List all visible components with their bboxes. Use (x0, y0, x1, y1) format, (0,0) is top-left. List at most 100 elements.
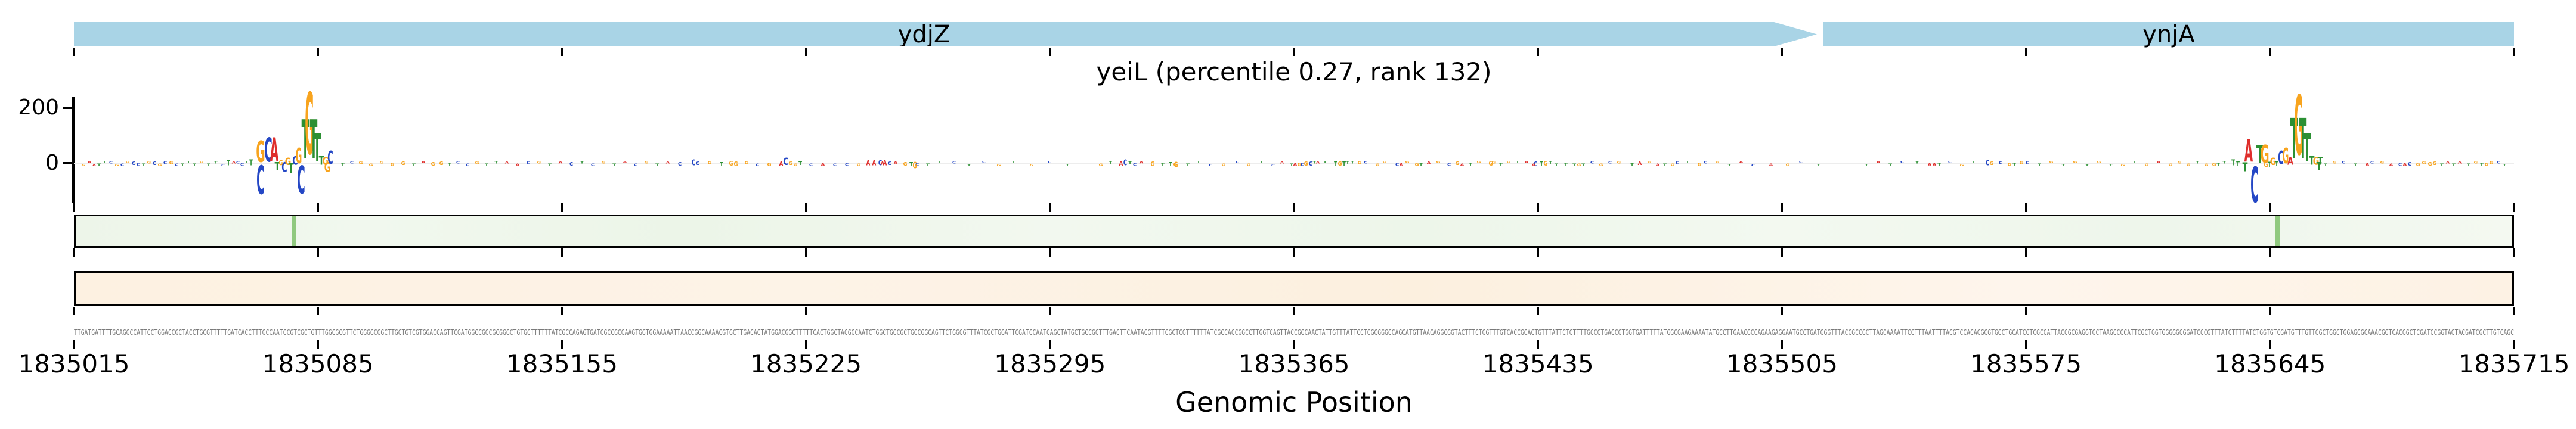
tick-row2-1835645 (2269, 248, 2271, 257)
logo-letter-T: T (142, 163, 145, 167)
tick-row2-1835015 (73, 248, 75, 257)
logo-letter-A: A (779, 160, 784, 167)
logo-letter-T: T (2303, 125, 2311, 170)
tick-row0-1835225 (804, 48, 807, 56)
tick-row3-1835365 (1293, 307, 1295, 315)
logo-letter-C: C (1447, 161, 1451, 167)
logo-letter-G: G (2422, 160, 2426, 166)
logo-letter-G: G (256, 134, 265, 170)
logo-letter-T: T (1109, 160, 1112, 166)
logo-letter-T: T (2061, 163, 2065, 167)
logo-letter-G: G (2416, 161, 2420, 167)
logo-letter-G: G (1375, 163, 1380, 167)
logo-letter-T: T (1186, 163, 1190, 167)
logo-letter-G: G (2270, 156, 2277, 168)
logo-letter-T: T (2196, 160, 2199, 164)
logo-letter-T: T (207, 163, 210, 167)
logo-letter-C: C (109, 160, 113, 164)
logo-letter-A: A (92, 163, 97, 167)
logo-letter-G: G (2260, 139, 2270, 169)
tick-row1-1835505 (1781, 203, 1784, 212)
logo-letter-C: C (1900, 160, 1905, 164)
logo-letter-C: C (136, 161, 141, 167)
tick-row3-1835575 (2024, 307, 2027, 315)
logo-letter-C: C (844, 161, 849, 167)
logo-letter-C: C (240, 161, 244, 167)
tick-row1-1835575 (2024, 203, 2027, 212)
logo-letter-C: C (1751, 163, 1755, 167)
logo-letter-G: G (169, 160, 174, 166)
logo-letter-C: C (1985, 158, 1990, 167)
logo-letter-C: C (1123, 157, 1128, 167)
logo-letter-C: C (1533, 160, 1538, 168)
logo-letter-T: T (448, 161, 451, 167)
tick-row0-1835715 (2513, 48, 2515, 56)
logo-letter-C: C (1590, 160, 1594, 164)
logo-letter-A: A (1876, 160, 1881, 164)
tick-row1-1835295 (1049, 203, 1051, 212)
logo-letter-G: G (1382, 160, 1387, 164)
tick-row2-1835575 (2024, 248, 2027, 257)
gene-label-ynjA: ynjA (2142, 20, 2195, 48)
logo-letter-C: C (952, 160, 956, 164)
logo-letter-T: T (244, 160, 248, 164)
logo-letter-C: C (783, 156, 789, 168)
tick-row3-1835645 (2269, 307, 2271, 315)
tick-row4-1835225 (804, 340, 807, 349)
x-tick-label-1835365: 1835365 (1238, 349, 1350, 378)
logo-letter-T: T (1888, 163, 1892, 167)
logo-letter-T: T (318, 153, 324, 168)
logo-letter-T: T (214, 160, 218, 164)
tick-row2-1835155 (561, 248, 564, 257)
logo-letter-C: C (526, 160, 531, 166)
logo-letter-C: C (633, 163, 638, 167)
logo-letter-G: G (1989, 160, 1994, 166)
logo-letter-G: G (2432, 160, 2437, 166)
logo-letter-T: T (2316, 160, 2322, 173)
logo-letter-A: A (1655, 163, 1660, 167)
logo-letter-C: C (1948, 160, 1952, 164)
tick-row1-1835365 (1293, 203, 1295, 212)
logo-letter-C: C (163, 160, 168, 166)
logo-letter-G: G (601, 160, 606, 164)
y-axis-spine (72, 97, 75, 203)
tick-row0-1835085 (317, 48, 319, 56)
logo-letter-T: T (938, 160, 942, 164)
logo-letter-C: C (131, 160, 136, 166)
logo-letter-G: G (1297, 161, 1302, 167)
tick-row3-1835505 (1781, 307, 1784, 315)
logo-letter-G: G (1357, 160, 1362, 166)
dna-sequence-text: TTGATGATTTTGCAGGCCATTGCTGGACCGCTACCTGCGT… (74, 328, 2514, 337)
logo-letter-T: T (2299, 105, 2307, 172)
logo-letter-T: T (655, 163, 659, 167)
logo-letter-C: C (1608, 160, 1612, 164)
logo-letter-A: A (2389, 163, 2394, 167)
logo-letter-T: T (1312, 160, 1316, 164)
logo-letter-T: T (1351, 160, 1354, 164)
logo-letter-G: G (324, 159, 331, 175)
x-tick-label-1835715: 1835715 (2458, 349, 2570, 378)
logo-letter-G: G (114, 163, 119, 167)
logo-letter-G: G (81, 163, 86, 167)
logo-letter-A: A (515, 163, 520, 167)
tick-row0-1835575 (2024, 48, 2027, 56)
logo-letter-G: G (295, 143, 302, 169)
y-tick-label-200: 200 (18, 95, 59, 120)
logo-letter-T: T (2354, 163, 2357, 167)
gene-ydjZ: ydjZ (74, 22, 1817, 46)
logo-letter-G: G (369, 163, 373, 167)
logo-letter-A: A (821, 161, 825, 167)
logo-letter-C: C (887, 160, 892, 166)
logo-letter-A: A (2287, 154, 2293, 168)
logo-letter-G: G (1785, 163, 1790, 167)
logo-letter-T: T (341, 161, 345, 167)
logo-letter-G: G (996, 163, 1001, 167)
logo-letter-C: C (569, 161, 574, 167)
logo-letter-A: A (1524, 160, 1529, 164)
logo-letter-C: C (1675, 160, 1680, 166)
logo-letter-C: C (691, 157, 696, 167)
logo-letter-T: T (2109, 163, 2113, 167)
logo-letter-T: T (1817, 163, 1820, 167)
tick-row1-1835085 (317, 203, 319, 212)
logo-letter-T: T (1197, 160, 1200, 164)
